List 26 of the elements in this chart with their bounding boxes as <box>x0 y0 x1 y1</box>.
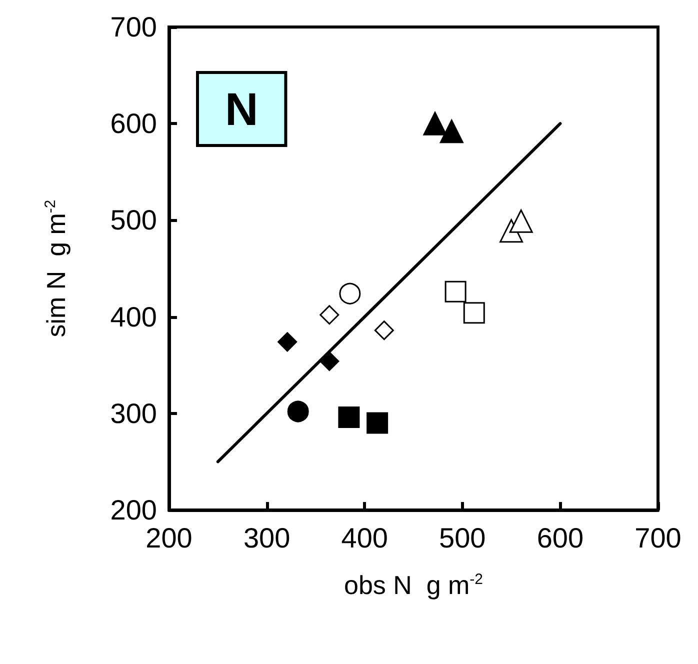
point <box>423 112 447 136</box>
x-tick-label: 300 <box>243 522 290 554</box>
point <box>278 332 298 352</box>
annotation: N <box>225 83 258 135</box>
point <box>444 280 466 302</box>
point <box>339 282 361 304</box>
point <box>440 120 464 144</box>
x-tick-label: 700 <box>634 522 682 554</box>
point <box>338 406 360 428</box>
point <box>320 305 340 325</box>
x-tick-label: 600 <box>536 522 584 554</box>
y-axis-title: sim N g m-2 <box>41 200 71 338</box>
y-tick-label: 600 <box>110 108 157 140</box>
y-tick-label: 300 <box>110 398 157 429</box>
y-tick-label: 700 <box>110 12 157 42</box>
point <box>374 320 394 340</box>
y-tick-label: 400 <box>110 301 157 332</box>
point <box>509 209 533 233</box>
point <box>463 302 485 324</box>
y-tick-label: 200 <box>110 494 157 526</box>
x-tick-label: 200 <box>146 522 192 554</box>
x-tick-label: 500 <box>439 522 486 554</box>
y-tick-label: 500 <box>110 204 157 236</box>
point <box>366 412 388 434</box>
x-tick-label: 400 <box>341 522 388 554</box>
point <box>287 400 309 422</box>
